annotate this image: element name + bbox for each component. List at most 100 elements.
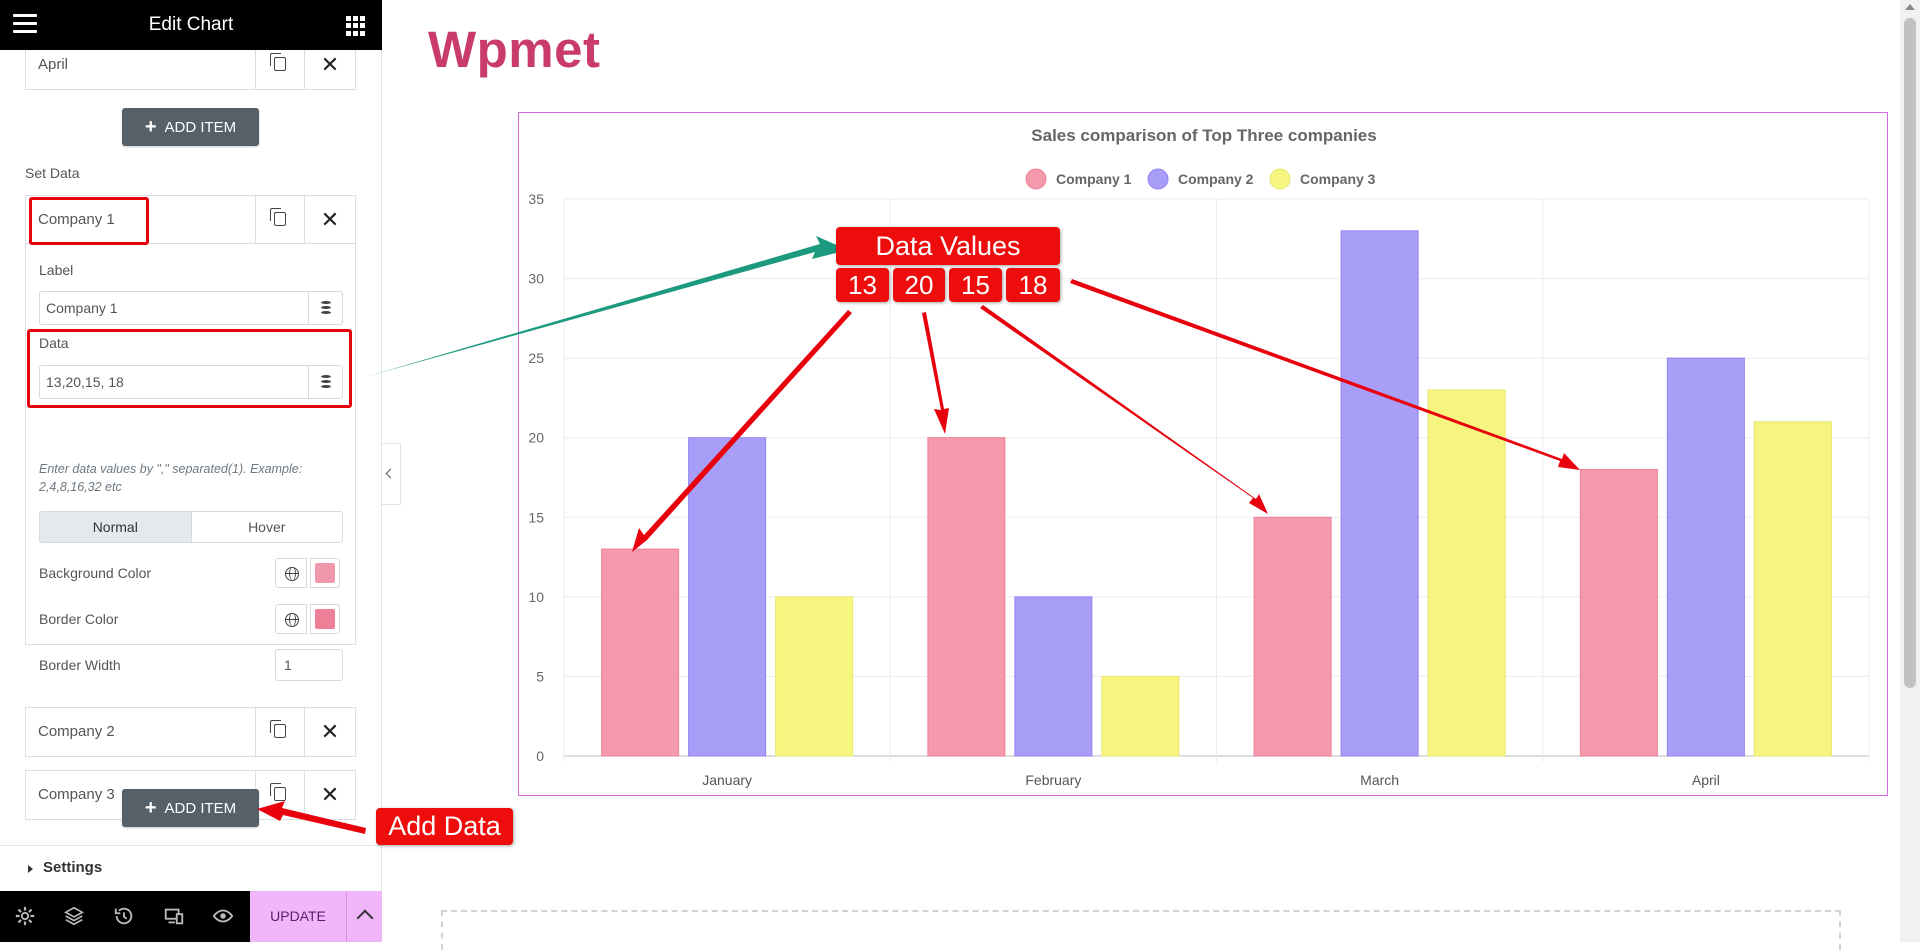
plus-icon: + [144, 797, 157, 819]
background-color-picker[interactable] [310, 558, 340, 588]
global-colors-button[interactable] [275, 604, 307, 634]
data-input[interactable]: 13,20,15, 18 [39, 365, 343, 399]
globe-icon [285, 567, 299, 581]
bar [1014, 596, 1093, 757]
x-tick-label: March [1360, 772, 1399, 788]
data-caption: Data [39, 335, 69, 351]
y-tick-label: 5 [536, 668, 544, 684]
y-tick-label: 15 [528, 509, 544, 525]
update-options-chevron-icon[interactable] [346, 891, 382, 942]
duplicate-button[interactable] [255, 708, 305, 756]
bar [1579, 469, 1658, 757]
scrollbar-thumb[interactable] [1904, 18, 1916, 688]
panel-header: Edit Chart [0, 0, 382, 50]
background-color-label: Background Color [39, 565, 152, 581]
bar [688, 437, 767, 757]
menu-icon[interactable] [13, 14, 37, 36]
chart-widget[interactable]: Sales comparison of Top Three companies C… [518, 112, 1888, 796]
remove-button[interactable]: ✕ [305, 50, 355, 89]
legend-label: Company 2 [1178, 171, 1254, 187]
duplicate-button[interactable] [255, 196, 305, 244]
bar [1427, 389, 1506, 757]
layers-icon[interactable] [63, 905, 85, 927]
bar [601, 548, 680, 757]
bar [927, 437, 1006, 757]
border-color-picker[interactable] [310, 604, 340, 634]
duplicate-button[interactable] [255, 771, 305, 819]
x-tick-label: January [702, 772, 752, 788]
panel-title: Edit Chart [148, 14, 234, 35]
callout-value-18: 18 [1006, 268, 1060, 302]
color-swatch [315, 609, 335, 629]
settings-label: Settings [43, 859, 103, 876]
database-icon [321, 375, 331, 389]
settings-gear-icon[interactable] [14, 905, 36, 927]
dynamic-tags-button[interactable] [308, 292, 342, 324]
legend-label: Company 1 [1056, 171, 1132, 187]
history-icon[interactable] [113, 905, 135, 927]
caret-right-icon [28, 865, 33, 873]
panel-footer: UPDATE [0, 891, 382, 942]
border-width-label: Border Width [39, 657, 121, 673]
repeater-item-label[interactable]: Company 2 [38, 723, 115, 740]
label-caption: Label [39, 262, 74, 278]
callout-data-values: Data Values [836, 227, 1060, 265]
callout-value-15: 15 [949, 268, 1002, 302]
repeater-item-april[interactable]: April ✕ [25, 50, 356, 90]
collapse-panel-button[interactable] [382, 443, 401, 505]
y-tick-label: 10 [528, 589, 544, 605]
bar [775, 596, 854, 757]
bar [1101, 675, 1180, 757]
copy-icon [270, 720, 286, 738]
y-tick-label: 25 [528, 350, 544, 366]
settings-section[interactable]: Settings [0, 845, 382, 891]
plus-icon: + [144, 116, 157, 138]
add-item-button-labels[interactable]: + ADD ITEM [122, 108, 259, 146]
remove-button[interactable]: ✕ [305, 196, 355, 244]
repeater-item-label[interactable]: Company 3 [38, 786, 115, 803]
widgets-grid-icon[interactable] [346, 16, 366, 36]
preview-eye-icon[interactable] [212, 905, 234, 927]
y-tick-label: 30 [528, 271, 544, 287]
add-item-button-data[interactable]: + ADD ITEM [122, 789, 259, 827]
y-tick-label: 20 [528, 430, 544, 446]
global-colors-button[interactable] [275, 558, 307, 588]
repeater-item-company-1: Company 1 ✕ [25, 195, 356, 645]
add-item-label: ADD ITEM [164, 799, 237, 817]
bar [1666, 357, 1745, 757]
close-icon: ✕ [320, 52, 340, 77]
add-section-area[interactable] [441, 910, 1841, 950]
tab-hover[interactable]: Hover [248, 519, 286, 535]
duplicate-button[interactable] [255, 50, 305, 89]
panel-scroll-area[interactable]: April ✕ + ADD ITEM Set Data Company 1 ✕ … [0, 50, 382, 845]
border-color-label: Border Color [39, 611, 119, 627]
close-icon: ✕ [320, 207, 340, 232]
scroll-up-arrow-icon[interactable] [1905, 4, 1915, 10]
repeater-item-label[interactable]: April [38, 56, 69, 73]
set-data-heading: Set Data [25, 165, 80, 181]
bar [1753, 421, 1832, 757]
responsive-icon[interactable] [163, 905, 185, 927]
remove-button[interactable]: ✕ [305, 708, 355, 756]
data-input-value: 13,20,15, 18 [46, 374, 124, 390]
repeater-item-label[interactable]: Company 1 [38, 211, 115, 228]
state-tabs: Normal Hover [39, 511, 343, 543]
editor-panel: Edit Chart April ✕ + ADD ITEM Set Data C… [0, 0, 382, 942]
close-icon: ✕ [320, 719, 340, 744]
legend-marker [1025, 168, 1047, 190]
page-scrollbar[interactable] [1900, 0, 1920, 942]
tab-normal[interactable]: Normal [40, 512, 192, 542]
remove-button[interactable]: ✕ [305, 771, 355, 819]
database-icon [321, 301, 331, 315]
border-width-input[interactable]: 1 [275, 649, 343, 681]
bar [1253, 516, 1332, 757]
site-brand[interactable]: Wpmet [428, 21, 601, 78]
y-tick-label: 0 [536, 748, 544, 764]
x-tick-label: February [1025, 772, 1081, 788]
dynamic-tags-button[interactable] [308, 366, 342, 398]
update-button[interactable]: UPDATE [250, 891, 346, 942]
label-input[interactable]: Company 1 [39, 291, 343, 325]
data-help-text: Enter data values by "," separated(1). E… [39, 462, 303, 494]
callout-value-20: 20 [893, 268, 945, 302]
repeater-item-company-2[interactable]: Company 2 ✕ [25, 707, 356, 757]
